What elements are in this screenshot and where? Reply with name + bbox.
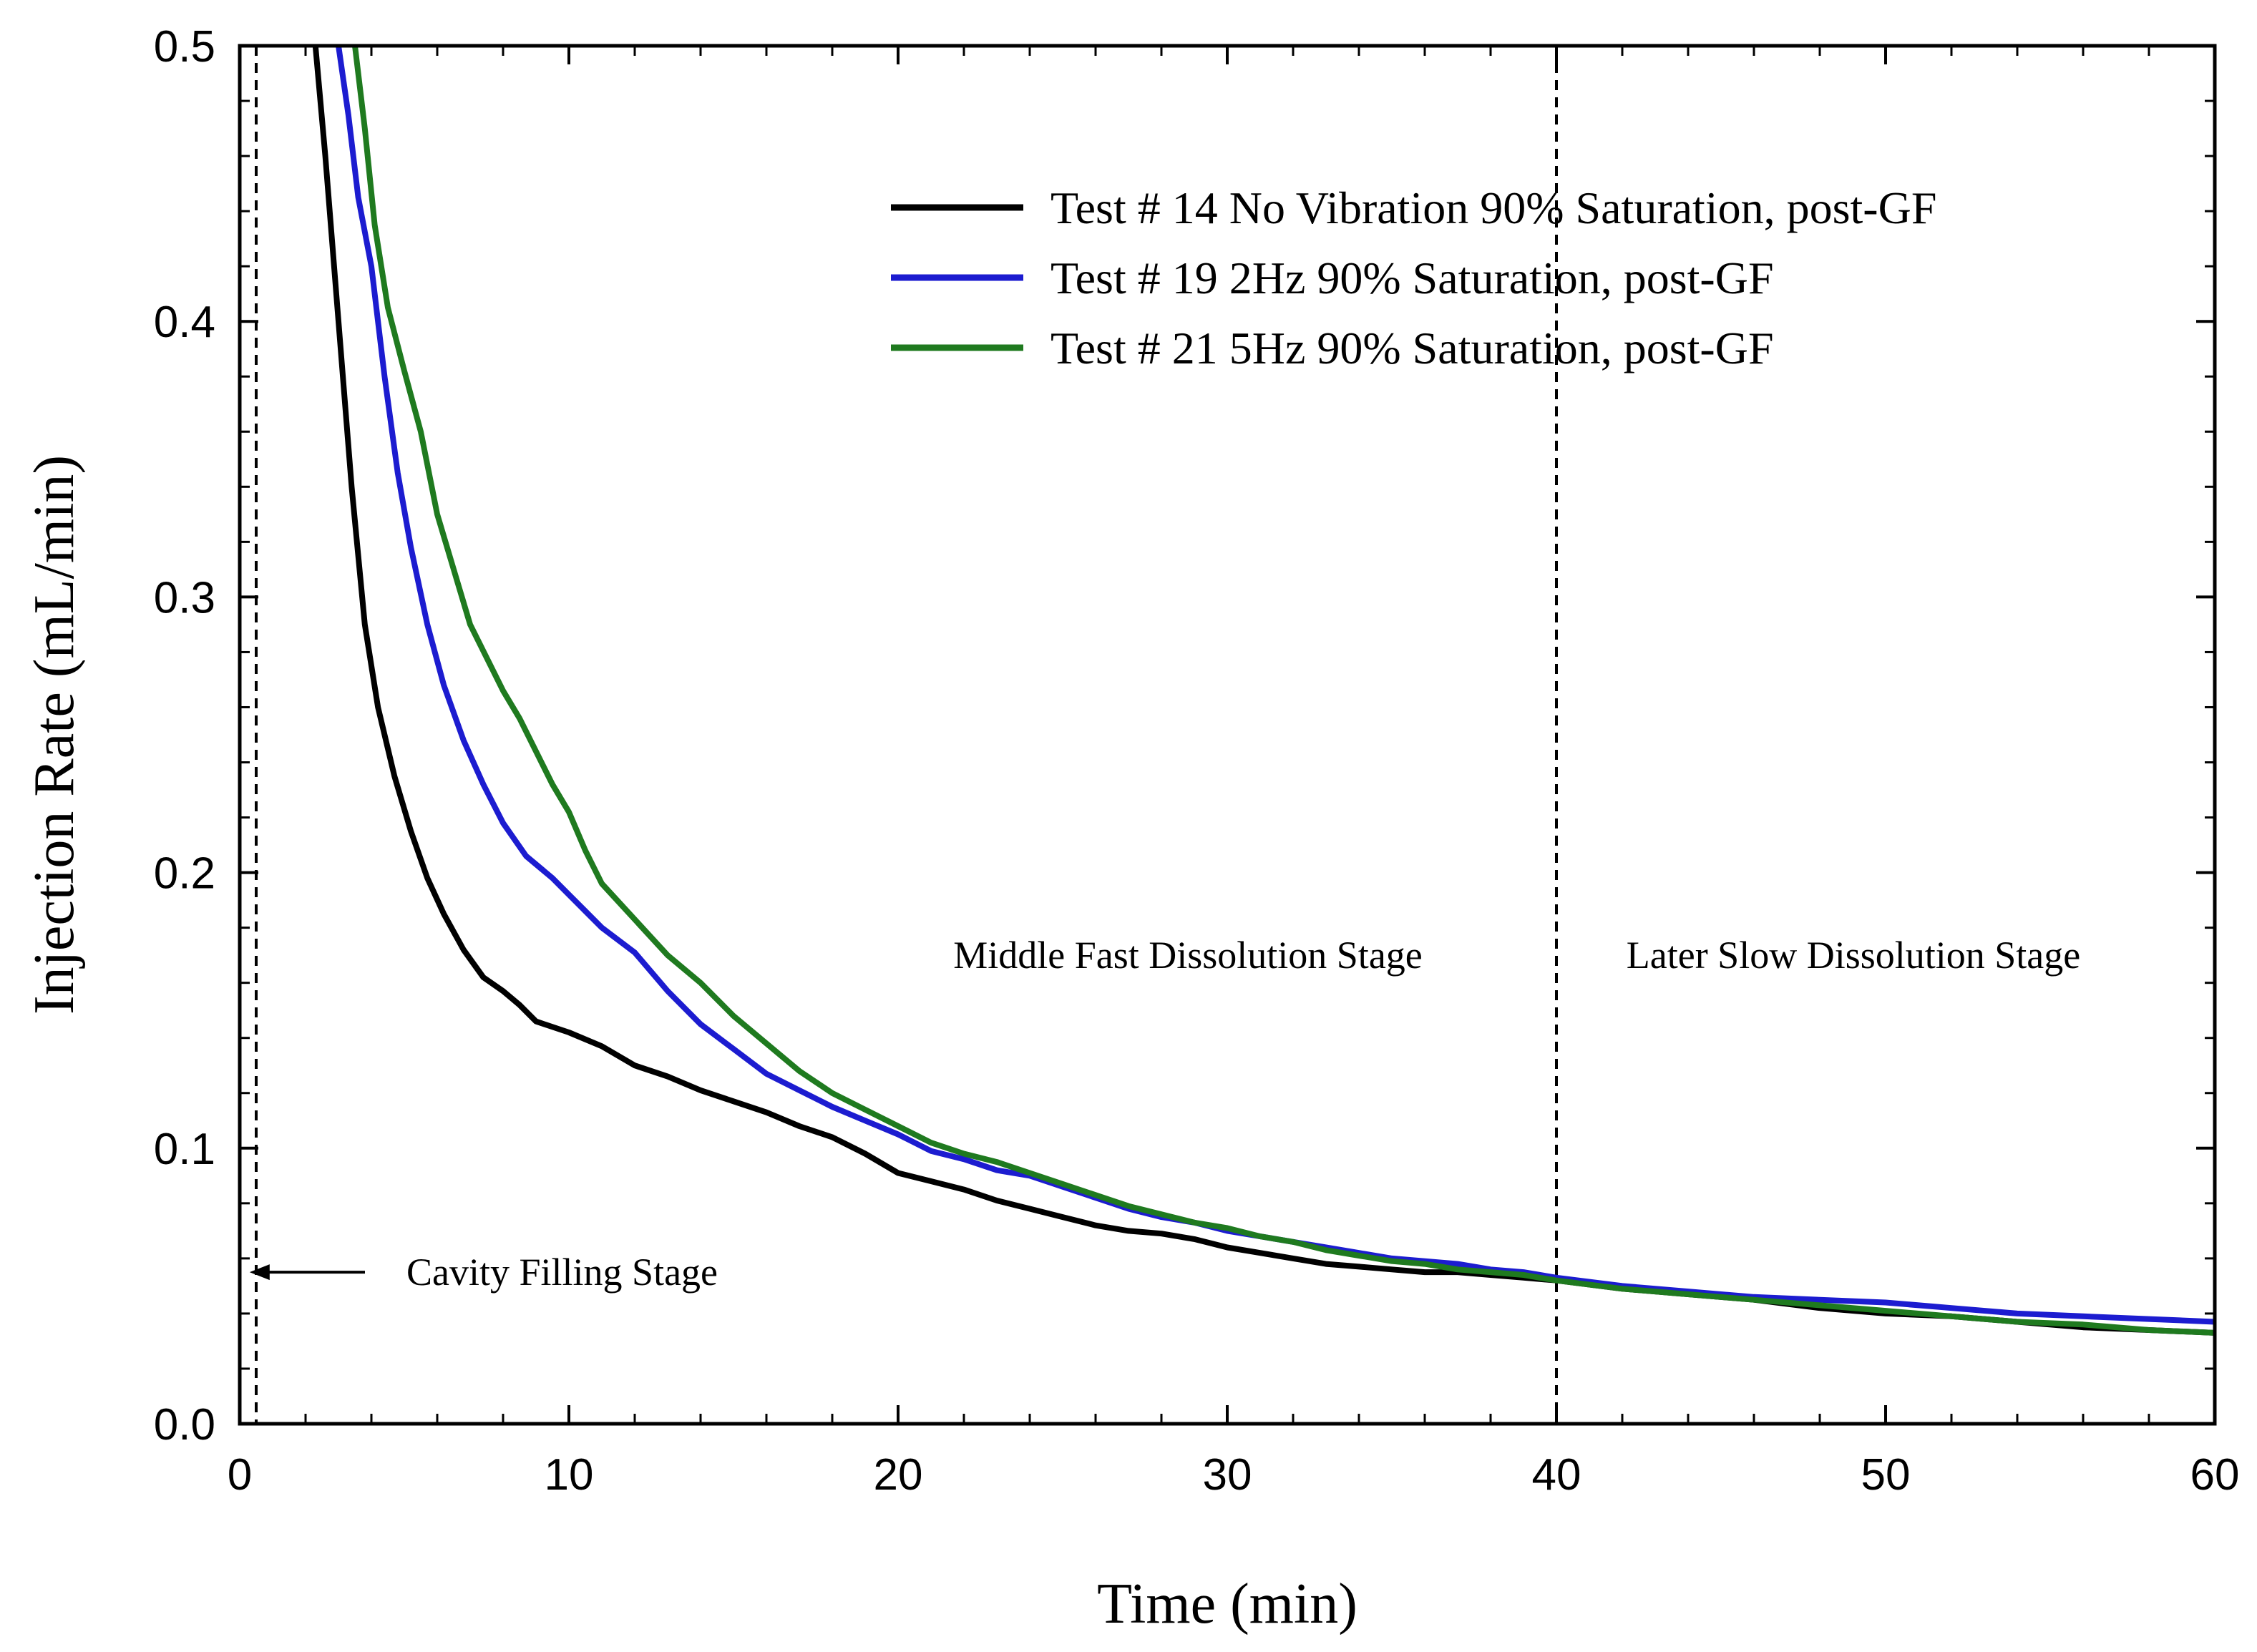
y-tick-label: 0.4 <box>154 298 215 347</box>
series-line-2 <box>336 46 2215 1325</box>
legend-label-2: Test # 19 2Hz 90% Saturation, post-GF <box>1050 253 1774 303</box>
x-tick-label: 60 <box>2190 1450 2240 1500</box>
legend: Test # 14 No Vibration 90% Saturation, p… <box>891 182 1936 373</box>
x-axis-title: Time (min) <box>1097 1573 1357 1636</box>
y-axis-title: Injection Rate (mL/min) <box>23 455 86 1015</box>
y-tick-label: 0.5 <box>154 22 215 72</box>
y-tick-label: 0.1 <box>154 1125 215 1174</box>
middle-stage-label: Middle Fast Dissolution Stage <box>953 934 1423 977</box>
series-line-1 <box>312 46 2215 1336</box>
x-tick-label: 50 <box>1861 1450 1911 1500</box>
axis-ticks <box>238 44 2216 1425</box>
y-tick-label: 0.2 <box>154 849 215 899</box>
stage-boundary-lines <box>255 46 1558 1424</box>
x-tick-label: 10 <box>545 1450 594 1500</box>
cavity-annotation: Cavity Filling Stage <box>249 1251 718 1294</box>
series-line-3 <box>352 46 2215 1336</box>
later-stage-label: Later Slow Dissolution Stage <box>1627 934 2080 977</box>
x-tick-label: 30 <box>1203 1450 1252 1500</box>
y-tick-label: 0.0 <box>154 1400 215 1450</box>
x-tick-label: 0 <box>228 1450 252 1500</box>
x-tick-label: 40 <box>1532 1450 1581 1500</box>
cavity-arrow-head <box>249 1264 270 1281</box>
cavity-filling-label: Cavity Filling Stage <box>406 1251 718 1294</box>
legend-label-3: Test # 21 5Hz 90% Saturation, post-GF <box>1050 323 1774 373</box>
series-layer <box>312 46 2215 1336</box>
legend-label-1: Test # 14 No Vibration 90% Saturation, p… <box>1050 182 1936 233</box>
tick-labels: 0 10 20 30 40 50 60 0.0 0.1 0.2 0.3 0.4 0.5 <box>154 22 2240 1500</box>
y-tick-label: 0.3 <box>154 573 215 622</box>
x-tick-label: 20 <box>874 1450 923 1500</box>
